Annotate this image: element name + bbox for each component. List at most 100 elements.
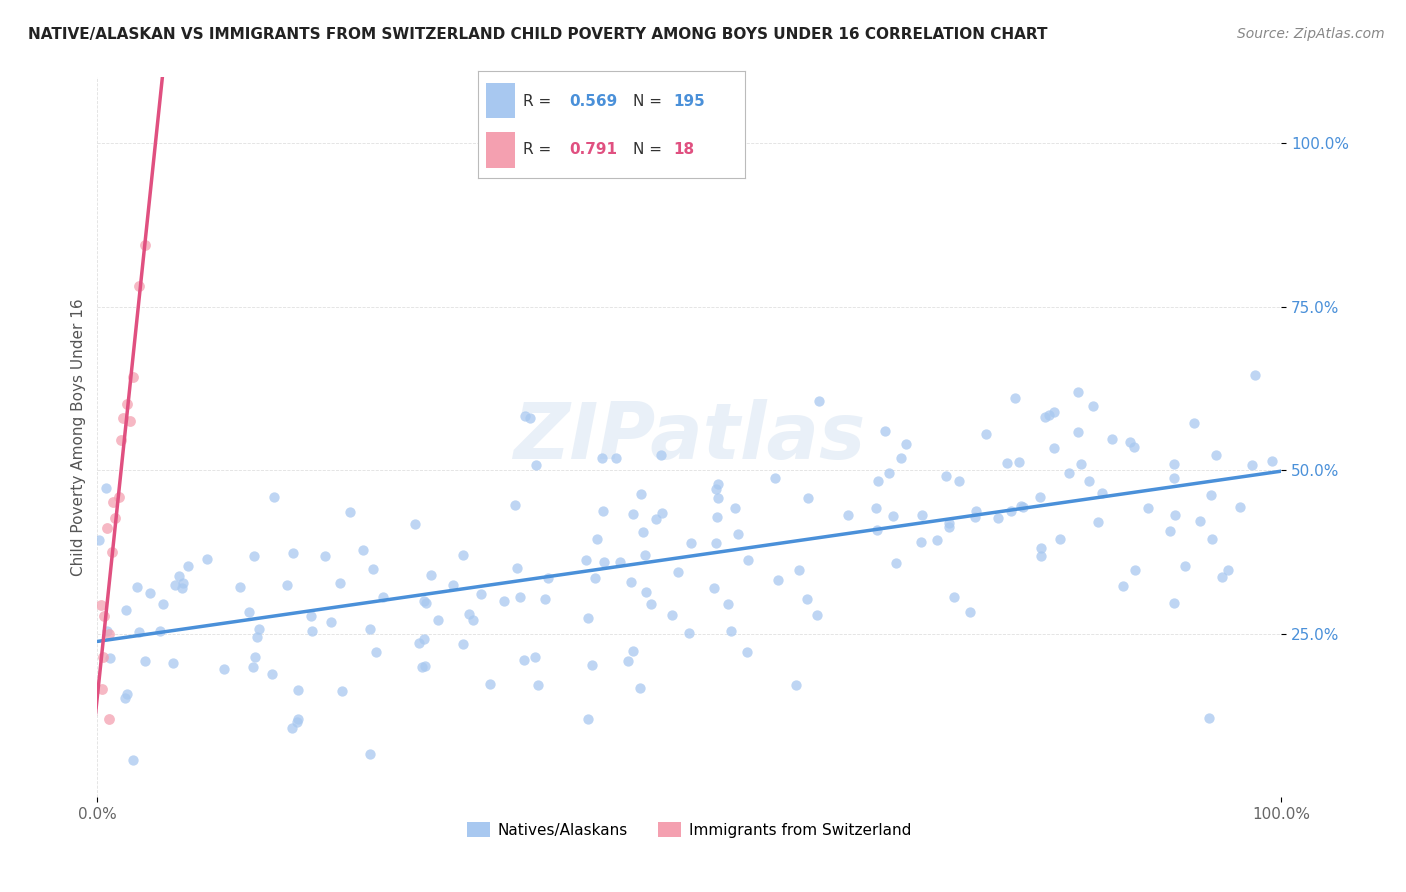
- Point: [935, 469, 957, 483]
- Point: [678, 626, 700, 640]
- Point: [461, 613, 484, 627]
- Point: [1240, 458, 1263, 473]
- Point: [1182, 416, 1205, 430]
- Point: [865, 501, 887, 516]
- Point: [621, 508, 644, 522]
- Point: [707, 476, 730, 491]
- Point: [301, 624, 323, 639]
- Point: [1091, 485, 1114, 500]
- Point: [98, 651, 121, 665]
- Point: [285, 715, 308, 730]
- Point: [149, 624, 172, 638]
- Y-axis label: Child Poverty Among Boys Under 16: Child Poverty Among Boys Under 16: [72, 299, 86, 576]
- Point: [797, 491, 820, 505]
- Point: [212, 662, 235, 676]
- Point: [1070, 457, 1092, 471]
- Point: [287, 683, 309, 698]
- Point: [806, 607, 828, 622]
- Point: [1059, 466, 1081, 480]
- Point: [523, 650, 546, 665]
- Point: [1201, 533, 1223, 547]
- Point: [1122, 441, 1144, 455]
- Point: [720, 624, 742, 639]
- Point: [1163, 457, 1185, 471]
- Point: [162, 657, 184, 671]
- Point: [706, 509, 728, 524]
- Point: [1188, 514, 1211, 528]
- Point: [1004, 391, 1026, 405]
- Text: 0.569: 0.569: [569, 94, 617, 109]
- Point: [1038, 409, 1060, 423]
- Point: [1163, 471, 1185, 485]
- Point: [974, 427, 997, 442]
- Point: [724, 501, 747, 516]
- Point: [617, 655, 640, 669]
- Point: [938, 520, 960, 534]
- Point: [104, 510, 127, 524]
- Point: [112, 411, 135, 425]
- Point: [592, 555, 614, 569]
- Point: [242, 660, 264, 674]
- Point: [1211, 570, 1233, 584]
- Point: [1163, 596, 1185, 610]
- Point: [115, 687, 138, 701]
- Point: [451, 637, 474, 651]
- Point: [152, 597, 174, 611]
- Point: [321, 615, 343, 630]
- Point: [884, 556, 907, 570]
- Point: [441, 578, 464, 592]
- Point: [890, 451, 912, 466]
- FancyBboxPatch shape: [486, 132, 516, 168]
- Point: [575, 553, 598, 567]
- Point: [634, 585, 657, 599]
- Point: [492, 594, 515, 608]
- Point: [1049, 532, 1071, 546]
- Point: [96, 521, 118, 535]
- Point: [509, 590, 531, 604]
- Point: [359, 622, 381, 636]
- Point: [451, 548, 474, 562]
- Point: [329, 575, 352, 590]
- Point: [1078, 474, 1101, 488]
- Point: [1029, 541, 1052, 555]
- Point: [404, 516, 426, 531]
- Point: [735, 645, 758, 659]
- Point: [1033, 410, 1056, 425]
- Point: [1244, 368, 1267, 382]
- Point: [419, 568, 441, 582]
- Text: NATIVE/ALASKAN VS IMMIGRANTS FROM SWITZERLAND CHILD POVERTY AMONG BOYS UNDER 16 : NATIVE/ALASKAN VS IMMIGRANTS FROM SWITZE…: [28, 27, 1047, 42]
- Point: [631, 525, 654, 540]
- Point: [1042, 441, 1064, 455]
- Point: [651, 506, 673, 520]
- Point: [120, 414, 142, 428]
- Point: [938, 516, 960, 530]
- Point: [583, 571, 606, 585]
- Point: [513, 653, 536, 667]
- Text: N =: N =: [633, 142, 666, 157]
- Point: [427, 613, 450, 627]
- Text: N =: N =: [633, 94, 666, 109]
- Point: [1007, 454, 1029, 468]
- Point: [963, 510, 986, 524]
- Point: [114, 691, 136, 706]
- Point: [172, 576, 194, 591]
- Point: [115, 397, 138, 411]
- Point: [785, 678, 807, 692]
- Point: [411, 660, 433, 674]
- Point: [100, 544, 122, 558]
- Point: [807, 394, 830, 409]
- Point: [634, 548, 657, 562]
- Point: [537, 571, 560, 585]
- Point: [1174, 559, 1197, 574]
- Point: [707, 491, 730, 506]
- Point: [101, 495, 124, 509]
- Point: [413, 594, 436, 608]
- Point: [1229, 500, 1251, 515]
- Point: [408, 635, 430, 649]
- Point: [628, 681, 651, 695]
- Point: [243, 650, 266, 665]
- Point: [609, 555, 631, 569]
- Point: [93, 609, 115, 624]
- Point: [894, 437, 917, 451]
- Point: [139, 586, 162, 600]
